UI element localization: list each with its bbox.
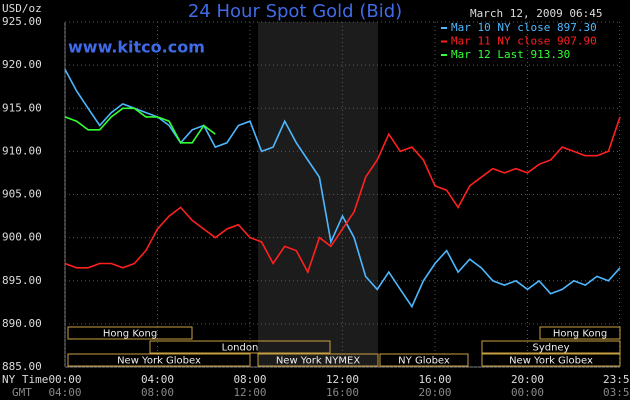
series-line <box>64 107 216 144</box>
y-tick-label: 890.00 <box>2 317 42 330</box>
session-box <box>539 326 621 340</box>
x-tick-label: 20:00 <box>511 373 544 386</box>
session-label: New York Globex <box>509 356 593 367</box>
gmt-tick-label: 03:59 <box>603 386 630 399</box>
session-box <box>67 326 193 340</box>
legend-entry: Mar 11 NY close 907.90 <box>451 35 597 48</box>
y-tick-label: 905.00 <box>2 188 42 201</box>
session-label: New York NYMEX <box>276 356 361 367</box>
session-label: Hong Kong <box>103 329 157 340</box>
x-tick-label: 04:00 <box>141 373 174 386</box>
x-tick-label: 08:00 <box>233 373 266 386</box>
chart-title: 24 Hour Spot Gold (Bid) <box>188 1 402 22</box>
timestamp: March 12, 2009 06:45 <box>470 7 602 20</box>
session-box <box>257 353 379 367</box>
x-tick-label: 00:00 <box>48 373 81 386</box>
y-tick-label: 900.00 <box>2 231 42 244</box>
x-axis-label: NY Time <box>2 373 48 386</box>
y-tick-label: 885.00 <box>2 360 42 373</box>
session-box <box>67 353 251 367</box>
y-axis-label: USD/oz <box>2 2 42 15</box>
session-box <box>379 353 469 367</box>
session-label: New York Globex <box>117 356 201 367</box>
x-tick-label: 12:00 <box>326 373 359 386</box>
gmt-tick-label: 04:00 <box>48 386 81 399</box>
session-box <box>149 340 331 354</box>
gmt-tick-label: 20:00 <box>418 386 451 399</box>
y-tick-label: 925.00 <box>2 15 42 28</box>
y-tick-label: 910.00 <box>2 144 42 157</box>
session-box <box>481 353 621 367</box>
gmt-tick-label: 12:00 <box>233 386 266 399</box>
x-tick-label: 23:59 <box>603 373 630 386</box>
y-tick-label: 920.00 <box>2 58 42 71</box>
session-label: NY Globex <box>398 356 450 367</box>
gmt-tick-label: 00:00 <box>511 386 544 399</box>
session-label: Sydney <box>532 343 569 354</box>
x-tick-label: 16:00 <box>418 373 451 386</box>
session-label: London <box>222 343 259 354</box>
gmt-tick-label: 16:00 <box>326 386 359 399</box>
session-label: Hong Kong <box>553 329 607 340</box>
legend-entry: Mar 12 Last 913.30 <box>451 48 570 61</box>
session-box <box>481 340 621 354</box>
y-tick-label: 895.00 <box>2 274 42 287</box>
gmt-tick-label: 08:00 <box>141 386 174 399</box>
x2-axis-label: GMT <box>12 386 32 399</box>
y-tick-label: 915.00 <box>2 101 42 114</box>
website: www.kitco.com <box>68 38 205 57</box>
legend-entry: Mar 10 NY close 897.30 <box>451 21 597 34</box>
series-line <box>64 116 621 275</box>
